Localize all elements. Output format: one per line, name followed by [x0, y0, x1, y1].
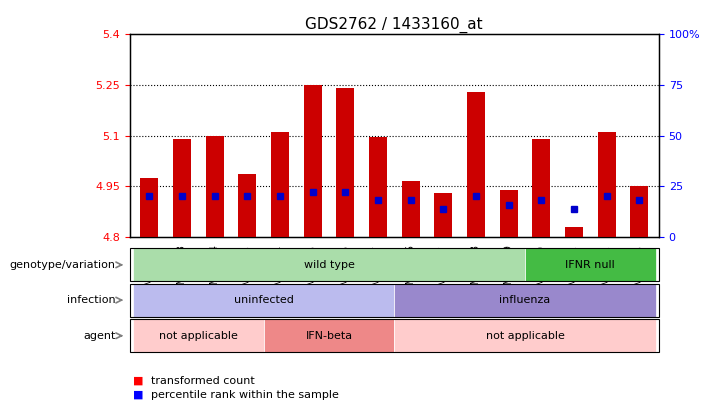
Title: GDS2762 / 1433160_at: GDS2762 / 1433160_at	[306, 17, 483, 33]
Bar	[140, 178, 158, 237]
Bar	[532, 139, 550, 237]
Text: agent: agent	[83, 331, 116, 341]
Bar	[304, 85, 322, 237]
Bar	[271, 132, 289, 237]
Text: percentile rank within the sample: percentile rank within the sample	[151, 390, 339, 400]
Text: not applicable: not applicable	[486, 331, 564, 341]
Text: transformed count: transformed count	[151, 376, 254, 386]
Text: genotype/variation: genotype/variation	[10, 260, 116, 270]
Text: infection: infection	[67, 295, 116, 305]
Bar	[402, 181, 420, 237]
Text: not applicable: not applicable	[159, 331, 238, 341]
Text: uninfected: uninfected	[233, 295, 294, 305]
Bar	[369, 137, 387, 237]
Bar	[336, 88, 354, 237]
Text: influenza: influenza	[499, 295, 550, 305]
Bar	[173, 139, 191, 237]
Bar	[238, 175, 257, 237]
Bar	[435, 193, 452, 237]
Bar	[565, 227, 583, 237]
Bar	[500, 190, 517, 237]
Text: ■: ■	[133, 376, 144, 386]
Text: ■: ■	[133, 390, 144, 400]
Bar	[598, 132, 615, 237]
Text: IFN-beta: IFN-beta	[306, 331, 353, 341]
Bar	[467, 92, 485, 237]
Bar	[205, 136, 224, 237]
Text: wild type: wild type	[304, 260, 355, 270]
Text: IFNR null: IFNR null	[566, 260, 615, 270]
Bar	[630, 186, 648, 237]
